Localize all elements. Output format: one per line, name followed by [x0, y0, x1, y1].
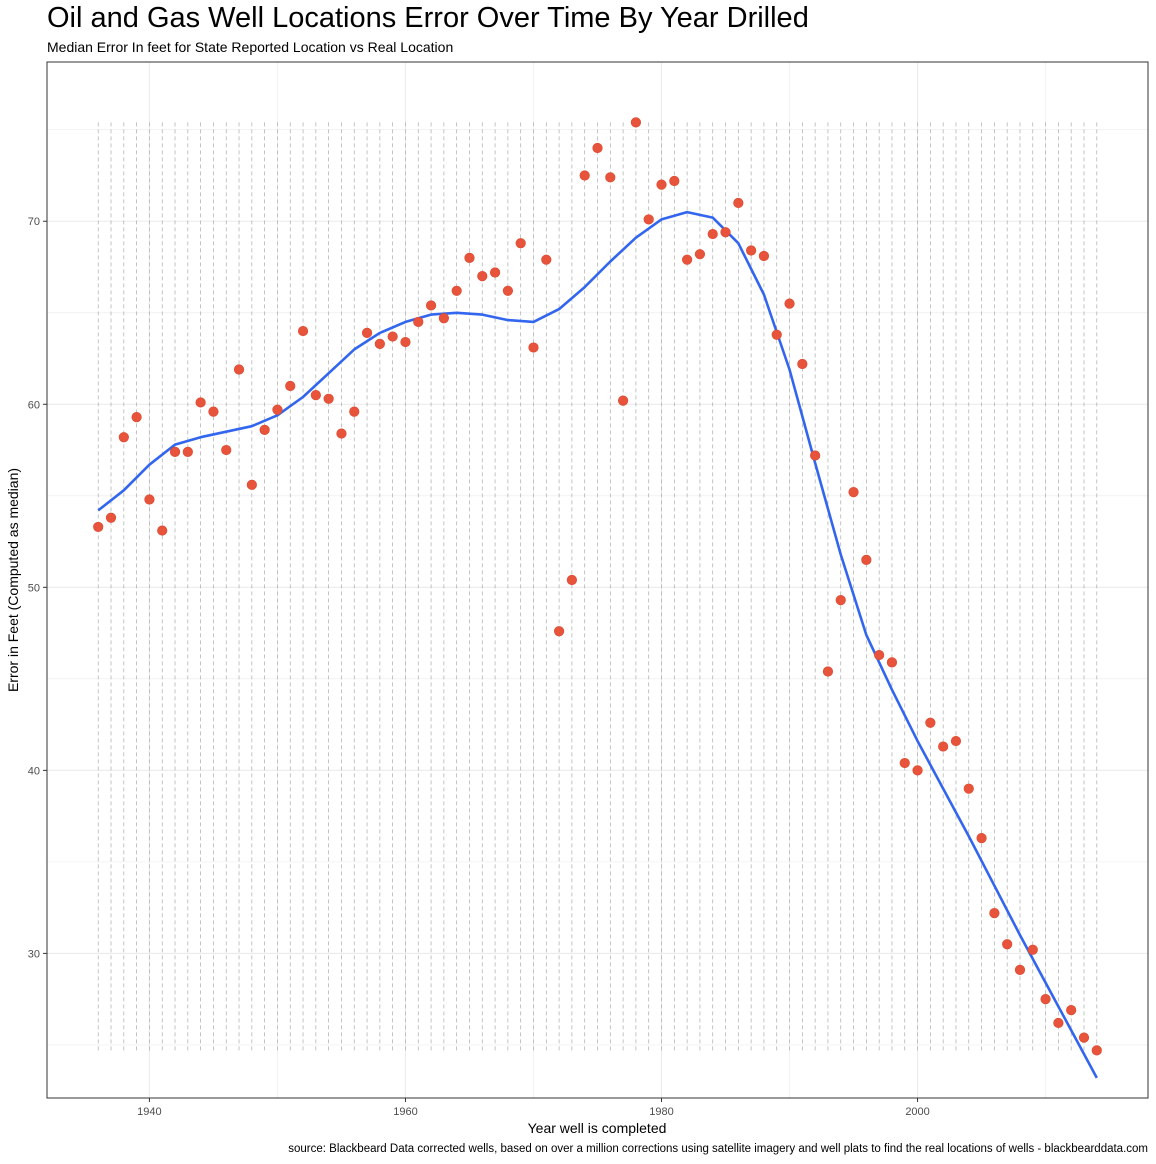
data-point — [272, 404, 283, 415]
data-point — [374, 338, 385, 349]
data-point — [131, 411, 142, 423]
data-point — [579, 170, 590, 181]
data-point — [246, 479, 257, 490]
data-point — [515, 238, 526, 249]
data-point — [387, 331, 398, 342]
smooth-trend-line — [97, 210, 1098, 1079]
data-point — [630, 117, 642, 128]
data-point — [899, 757, 910, 769]
data-point — [233, 364, 245, 375]
data-point — [1066, 1005, 1077, 1016]
data-point — [758, 250, 770, 262]
data-point — [259, 424, 270, 436]
data-point — [169, 446, 181, 457]
data-point — [182, 446, 193, 457]
data-point — [413, 316, 424, 328]
data-point — [221, 444, 232, 456]
y-tick-label: 30 — [28, 948, 40, 960]
data-point — [349, 406, 360, 417]
data-point — [451, 285, 462, 296]
source-caption: source: Blackbeard Data corrected wells,… — [288, 1143, 1148, 1155]
data-point — [1053, 1017, 1064, 1029]
data-point — [118, 432, 129, 443]
chart-title: Oil and Gas Well Locations Error Over Ti… — [47, 2, 809, 34]
data-point — [925, 717, 936, 728]
data-point — [822, 666, 834, 677]
y-tick-label: 50 — [28, 582, 40, 594]
data-point — [746, 245, 757, 256]
data-point — [285, 380, 296, 392]
data-point — [425, 300, 437, 311]
y-tick-label: 70 — [28, 216, 40, 228]
data-point — [144, 494, 155, 505]
data-point — [553, 626, 565, 637]
panel-border — [46, 61, 1149, 1099]
y-tick-label: 60 — [28, 399, 40, 411]
y-tick-label: 40 — [28, 765, 40, 777]
data-point — [797, 358, 808, 370]
data-point — [618, 395, 629, 406]
data-point — [566, 574, 577, 586]
data-point — [502, 285, 513, 296]
x-axis-label: Year well is completed — [528, 1120, 667, 1136]
data-point — [784, 298, 795, 309]
data-point — [950, 735, 962, 747]
y-axis-label: Error in Feet (Computed as median) — [5, 468, 21, 692]
data-point — [720, 227, 731, 238]
data-point — [963, 783, 974, 794]
x-tick-label: 2000 — [905, 1106, 929, 1118]
data-point — [938, 741, 949, 752]
data-point — [694, 249, 706, 260]
data-point — [323, 393, 334, 404]
chart-subtitle: Median Error In feet for State Reported … — [47, 39, 454, 55]
data-point — [157, 525, 168, 536]
data-point — [643, 214, 654, 225]
data-point — [438, 313, 449, 324]
data-point — [1014, 964, 1026, 975]
data-point — [361, 327, 373, 338]
data-point — [1078, 1032, 1090, 1043]
x-tick-label: 1980 — [649, 1106, 673, 1118]
data-point — [105, 512, 117, 523]
data-point — [669, 175, 680, 187]
data-point — [835, 595, 846, 606]
x-tick-label: 1940 — [137, 1106, 161, 1118]
data-point — [861, 554, 872, 565]
data-point — [208, 406, 219, 417]
data-point — [592, 142, 603, 154]
data-point — [310, 390, 321, 401]
data-point — [656, 179, 667, 190]
data-point — [886, 657, 898, 668]
data-point — [195, 397, 206, 408]
data-point — [1027, 944, 1038, 955]
data-point — [912, 765, 923, 776]
data-point — [336, 428, 347, 439]
data-point — [541, 254, 552, 265]
data-point — [477, 271, 488, 282]
data-point — [1040, 994, 1051, 1005]
data-point — [1002, 939, 1013, 950]
data-point — [848, 487, 859, 498]
data-point — [810, 450, 821, 461]
data-point — [93, 521, 104, 533]
data-point — [989, 908, 1000, 919]
data-point — [733, 197, 744, 209]
data-point — [771, 329, 782, 340]
x-tick-label: 1960 — [393, 1106, 417, 1118]
data-point — [605, 172, 616, 183]
data-point — [874, 649, 885, 661]
data-point — [489, 267, 501, 278]
data-point — [400, 336, 411, 348]
data-point — [976, 832, 987, 844]
data-point — [707, 228, 718, 240]
data-point — [297, 325, 309, 337]
data-point — [1091, 1045, 1102, 1056]
data-point — [682, 254, 693, 265]
data-point — [528, 342, 539, 353]
data-point — [464, 252, 475, 263]
